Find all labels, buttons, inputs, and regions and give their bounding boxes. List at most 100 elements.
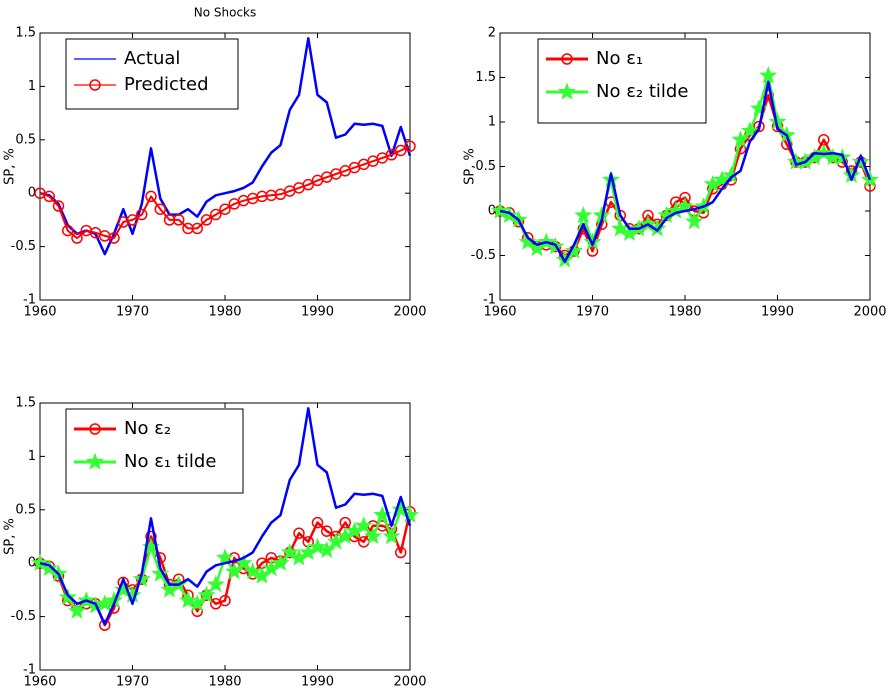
marker [62, 224, 74, 237]
legend-label: Actual [124, 48, 180, 69]
x-tick-label: 1980 [208, 305, 241, 320]
marker [200, 214, 213, 226]
legend-label: No ε₁ [596, 48, 643, 69]
marker [216, 548, 234, 566]
x-tick-label: 1980 [208, 675, 241, 690]
x-tick-label: 1980 [668, 305, 701, 320]
y-tick-label: 2 [488, 26, 496, 41]
x-tick-label: 1960 [23, 675, 56, 690]
x-tick-label: 2000 [393, 675, 426, 690]
marker [391, 500, 410, 518]
legend-box [537, 38, 707, 124]
marker [302, 178, 314, 191]
marker [132, 569, 151, 587]
x-tick-label: 2000 [393, 305, 426, 320]
marker [145, 190, 157, 203]
marker [753, 120, 765, 133]
marker [740, 121, 759, 139]
marker [71, 232, 83, 244]
marker [611, 219, 630, 237]
legend-box [65, 38, 239, 110]
y-axis-label: SP, % [3, 148, 18, 185]
marker [210, 208, 222, 221]
marker [321, 525, 333, 537]
y-tick-label: 1 [28, 79, 36, 94]
y-tick-label: -0.5 [11, 239, 36, 254]
marker [219, 594, 231, 607]
x-tick-label: 1990 [301, 305, 334, 320]
series-line [39, 37, 412, 256]
marker [851, 152, 870, 170]
series-line [39, 407, 412, 626]
marker [518, 232, 537, 250]
marker [52, 200, 65, 212]
marker [89, 79, 101, 91]
marker [574, 205, 593, 224]
marker [126, 214, 139, 226]
marker [491, 201, 509, 219]
marker [173, 214, 185, 226]
marker [86, 452, 104, 470]
legend-label: No ε₂ tilde [596, 81, 688, 102]
marker [293, 527, 305, 540]
x-tick-label: 1970 [116, 305, 149, 320]
marker [395, 546, 407, 559]
y-tick-label: 1 [488, 115, 496, 130]
marker [108, 232, 120, 244]
y-tick-label: -1 [483, 293, 496, 308]
marker [219, 203, 231, 215]
y-tick-label: 0.5 [15, 132, 36, 147]
marker [814, 143, 833, 161]
y-tick-label: 0.5 [475, 159, 496, 174]
legend-label: Predicted [124, 74, 209, 95]
marker [280, 543, 299, 561]
x-tick-label: 2000 [853, 305, 886, 320]
marker [179, 591, 197, 609]
marker [123, 585, 142, 603]
marker [154, 203, 166, 215]
marker [759, 66, 778, 84]
y-tick-label: 0.5 [15, 502, 36, 517]
marker [404, 140, 416, 152]
y-axis-label: SP, % [463, 148, 478, 185]
marker [364, 527, 382, 545]
x-tick-label: 1960 [23, 305, 56, 320]
x-tick-label: 1970 [576, 305, 609, 320]
marker [151, 564, 170, 582]
marker [191, 222, 203, 235]
marker [731, 130, 750, 148]
marker [89, 423, 101, 435]
series-line [499, 80, 872, 263]
marker [561, 53, 573, 65]
marker [99, 619, 111, 631]
marker [382, 527, 401, 545]
marker [31, 553, 49, 571]
legend-label: No ε₂ [124, 418, 171, 439]
marker [243, 562, 262, 580]
series-line [39, 145, 411, 240]
marker [206, 575, 225, 593]
marker [685, 212, 704, 230]
y-tick-label: 0 [488, 204, 496, 219]
y-tick-label: 0 [28, 556, 36, 571]
marker [136, 208, 148, 221]
y-tick-label: 1 [28, 449, 36, 464]
y-tick-label: -1 [23, 293, 36, 308]
y-tick-label: 1.5 [475, 70, 496, 85]
y-axis-label: SP, % [3, 518, 18, 555]
marker [565, 241, 583, 259]
marker [395, 144, 407, 157]
y-tick-label: 0 [28, 186, 36, 201]
marker [308, 537, 327, 555]
legend-label: No ε₁ tilde [124, 451, 216, 472]
marker [354, 516, 373, 534]
marker [43, 190, 55, 203]
marker [114, 580, 133, 598]
y-tick-label: 1.5 [15, 26, 36, 41]
chart-title: No Shocks [194, 6, 257, 20]
y-tick-label: -1 [23, 663, 36, 678]
x-tick-label: 1970 [116, 675, 149, 690]
x-tick-label: 1990 [761, 305, 794, 320]
